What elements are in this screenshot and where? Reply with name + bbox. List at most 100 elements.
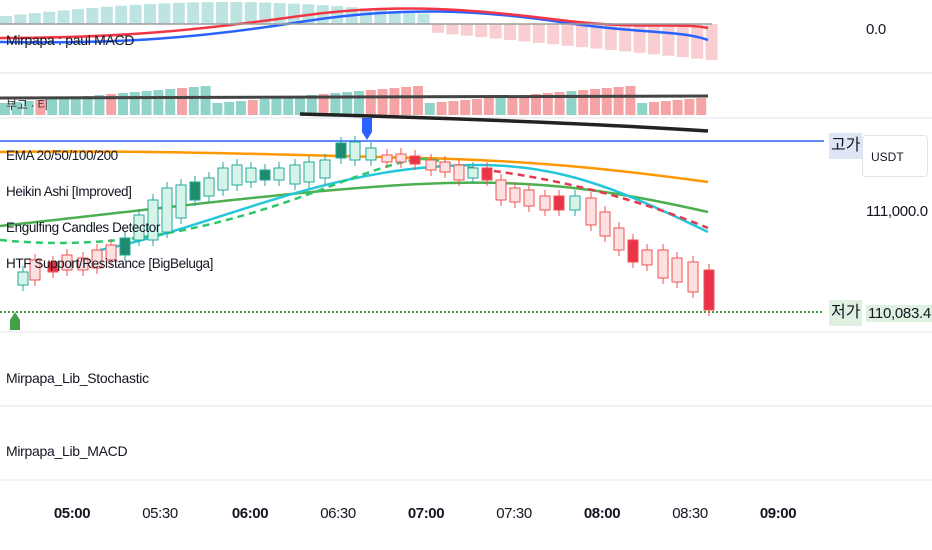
macd-histogram-bar xyxy=(172,2,185,25)
heikin-ashi-candle xyxy=(703,269,715,311)
macd-histogram-bar xyxy=(705,24,718,60)
volume-bar xyxy=(590,89,600,115)
macd-histogram-bar xyxy=(360,8,372,24)
time-label-0800: 08:00 xyxy=(583,505,621,522)
high-price-tag: 고가 xyxy=(829,133,863,159)
macd-histogram-bar xyxy=(604,24,617,50)
heikin-ashi-candle xyxy=(217,167,229,191)
indicator-ema-label[interactable]: EMA 20/50/100/200 xyxy=(6,148,118,163)
macd-histogram-bar xyxy=(504,24,516,40)
volume-bar xyxy=(519,95,530,115)
macd-histogram-bar xyxy=(288,3,300,24)
heikin-ashi-candle xyxy=(273,167,285,181)
volume-bar xyxy=(330,93,341,115)
heikin-ashi-candle xyxy=(319,159,331,179)
macd-histogram-bar xyxy=(532,24,545,43)
volume-bar xyxy=(0,103,10,115)
macd-histogram-bar xyxy=(648,24,660,55)
heikin-ashi-candle xyxy=(553,195,565,211)
volume-bar xyxy=(342,92,353,115)
time-label-0700: 07:00 xyxy=(407,505,445,522)
volume-bar xyxy=(448,101,459,115)
heikin-ashi-candle xyxy=(47,261,59,273)
macd-histogram-bar xyxy=(144,4,156,24)
macd-histogram-bar xyxy=(590,24,603,49)
heikin-ashi-candle xyxy=(657,249,669,279)
stochastic-pane-label[interactable]: Mirpapa_Lib_Stochastic xyxy=(6,370,149,386)
heikin-ashi-candle xyxy=(613,227,625,251)
volume-bar xyxy=(613,87,624,115)
volume-bar xyxy=(306,95,317,115)
heikin-ashi-candle xyxy=(509,187,521,203)
volume-bar xyxy=(460,100,471,115)
ema-dashed-red xyxy=(469,166,709,230)
volume-bar xyxy=(424,103,435,115)
macd-histogram-bar xyxy=(14,14,27,24)
volume-bar xyxy=(11,102,22,115)
volume-bar xyxy=(188,87,199,115)
heikin-ashi-candle xyxy=(585,197,597,226)
volume-bar xyxy=(106,94,117,115)
volume-ma-line xyxy=(0,94,709,100)
macd-histogram-bar xyxy=(475,24,488,38)
heikin-ashi-candle xyxy=(495,179,507,201)
macd-histogram-bar xyxy=(0,16,12,24)
macd-histogram-bar xyxy=(547,24,560,45)
heikin-ashi-candle xyxy=(409,155,421,165)
heikin-ashi-candle xyxy=(439,161,451,173)
heikin-ashi-candle xyxy=(381,154,393,163)
time-label-0830: 08:30 xyxy=(672,505,708,522)
volume-bar xyxy=(118,93,128,115)
macd-histogram-bar xyxy=(561,24,574,46)
heikin-ashi-candle xyxy=(349,141,361,161)
volume-bar xyxy=(507,96,518,115)
heikin-ashi-candle xyxy=(29,259,41,281)
volume-bar xyxy=(684,99,695,115)
indicator-engulfing-label[interactable]: Engulfing Candles Detector xyxy=(6,220,160,235)
macd-histogram-bar xyxy=(691,24,704,59)
time-label-0900: 09:00 xyxy=(759,505,797,522)
trend-line xyxy=(299,112,709,133)
heikin-ashi-candle xyxy=(335,142,347,159)
macd-histogram-bar xyxy=(28,13,41,24)
volume-bar xyxy=(94,95,105,115)
volume-bar xyxy=(649,102,659,115)
volume-bar xyxy=(354,91,364,115)
volume-bar xyxy=(70,97,81,115)
heikin-ashi-candle xyxy=(77,257,89,271)
indicator-htf-sr-label[interactable]: HTF Support/Resistance [BigBeluga] xyxy=(6,256,214,271)
macd-lib-pane-label[interactable]: Mirpapa_Lib_MACD xyxy=(6,443,128,459)
heikin-ashi-candle xyxy=(231,164,243,186)
heikin-ashi-candle xyxy=(425,159,437,171)
macd-histogram-bar xyxy=(86,7,99,24)
volume-bar xyxy=(377,89,388,115)
macd-histogram-bar xyxy=(446,24,459,35)
volume-bar xyxy=(436,102,447,115)
heikin-ashi-candle xyxy=(303,161,315,183)
volume-bar xyxy=(566,91,577,115)
volume-bar xyxy=(129,92,140,115)
heikin-ashi-candle xyxy=(61,254,73,271)
heikin-ashi-candle xyxy=(91,249,103,269)
heikin-ashi-candle xyxy=(687,261,699,293)
heikin-ashi-candle xyxy=(119,237,131,256)
macd-histogram-bar xyxy=(158,3,171,25)
volume-bar xyxy=(318,94,329,115)
volume-bar xyxy=(236,101,246,115)
heikin-ashi-candle xyxy=(641,249,653,266)
heikin-ashi-candle xyxy=(481,167,493,181)
heikin-ashi-candle xyxy=(245,167,257,183)
macd-histogram-bar xyxy=(662,24,675,56)
macd-line xyxy=(0,7,709,40)
heikin-ashi-candle xyxy=(105,244,117,261)
macd-histogram-bar xyxy=(432,24,444,33)
heikin-ashi-candle xyxy=(395,153,407,163)
volume-pane-label[interactable]: 부고 · 티 xyxy=(6,98,48,112)
low-price-tag: 저가 xyxy=(829,300,863,326)
macd-pane-label[interactable]: Mirpapa : paul MACD xyxy=(6,32,135,48)
currency-button[interactable]: USDT xyxy=(862,135,928,177)
time-label-0530: 05:30 xyxy=(142,505,178,522)
indicator-heikin-ashi-label[interactable]: Heikin Ashi [Improved] xyxy=(6,184,132,199)
